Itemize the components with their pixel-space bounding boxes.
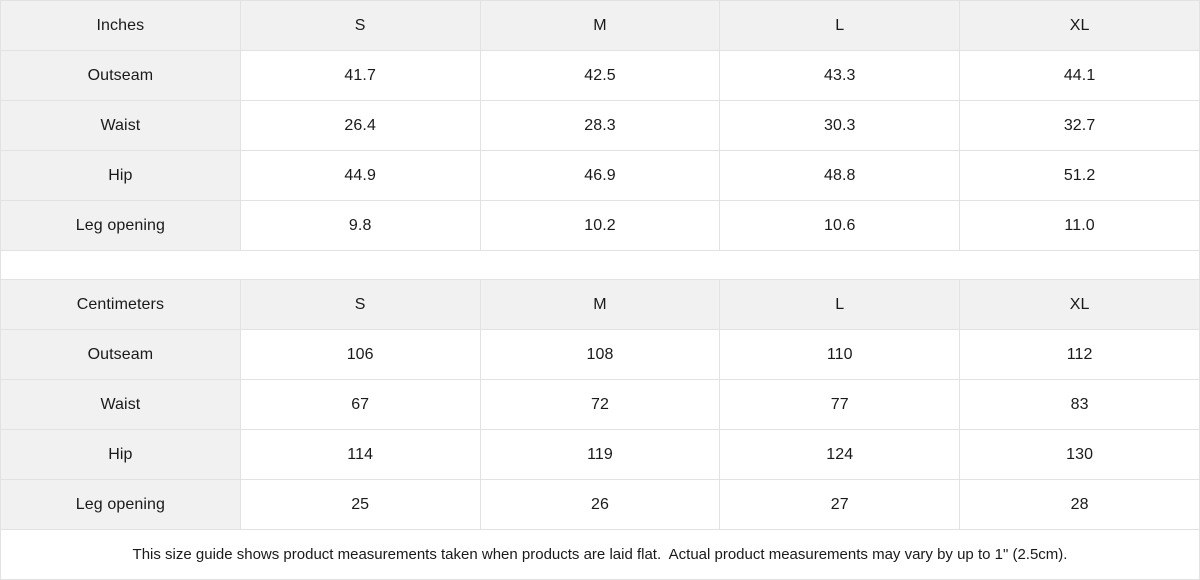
table-separator [0, 251, 1200, 279]
measurement-cell: 48.8 [719, 150, 961, 201]
measurement-cell: 11.0 [959, 200, 1200, 251]
centimeters-header-row: Centimeters S M L XL [0, 279, 1200, 330]
row-label-hip: Hip [0, 150, 241, 201]
measurement-cell: 72 [479, 379, 721, 430]
size-header-m: M [479, 0, 721, 51]
measurement-cell: 26.4 [239, 100, 481, 151]
size-guide-disclaimer: This size guide shows product measuremen… [0, 530, 1200, 580]
table-row-hip: Hip 44.9 46.9 48.8 51.2 [0, 150, 1200, 201]
unit-header-cell: Centimeters [0, 279, 241, 330]
size-header-l: L [719, 0, 961, 51]
measurement-cell: 108 [479, 329, 721, 380]
measurement-cell: 124 [719, 429, 961, 480]
unit-header-cell: Inches [0, 0, 241, 51]
measurement-cell: 26 [479, 479, 721, 530]
measurement-cell: 42.5 [479, 50, 721, 101]
measurement-cell: 130 [959, 429, 1200, 480]
table-row-waist: Waist 67 72 77 83 [0, 379, 1200, 430]
measurement-cell: 44.1 [959, 50, 1200, 101]
measurement-cell: 110 [719, 329, 961, 380]
measurement-cell: 10.6 [719, 200, 961, 251]
measurement-cell: 32.7 [959, 100, 1200, 151]
size-header-xl: XL [959, 0, 1200, 51]
measurement-cell: 30.3 [719, 100, 961, 151]
measurement-cell: 28.3 [479, 100, 721, 151]
table-row-leg-opening: Leg opening 9.8 10.2 10.6 11.0 [0, 200, 1200, 251]
measurement-cell: 83 [959, 379, 1200, 430]
measurement-cell: 119 [479, 429, 721, 480]
row-label-outseam: Outseam [0, 50, 241, 101]
measurement-cell: 46.9 [479, 150, 721, 201]
measurement-cell: 43.3 [719, 50, 961, 101]
row-label-waist: Waist [0, 100, 241, 151]
measurement-cell: 67 [239, 379, 481, 430]
table-row-outseam: Outseam 41.7 42.5 43.3 44.1 [0, 50, 1200, 101]
measurement-cell: 114 [239, 429, 481, 480]
measurement-cell: 10.2 [479, 200, 721, 251]
size-header-l: L [719, 279, 961, 330]
inches-header-row: Inches S M L XL [0, 0, 1200, 51]
size-header-m: M [479, 279, 721, 330]
measurement-cell: 41.7 [239, 50, 481, 101]
measurement-cell: 51.2 [959, 150, 1200, 201]
measurement-cell: 44.9 [239, 150, 481, 201]
row-label-leg-opening: Leg opening [0, 479, 241, 530]
measurement-cell: 9.8 [239, 200, 481, 251]
row-label-outseam: Outseam [0, 329, 241, 380]
table-row-hip: Hip 114 119 124 130 [0, 429, 1200, 480]
row-label-leg-opening: Leg opening [0, 200, 241, 251]
size-header-xl: XL [959, 279, 1200, 330]
centimeters-size-table: Centimeters S M L XL Outseam 106 108 110… [0, 279, 1200, 530]
measurement-cell: 27 [719, 479, 961, 530]
table-row-outseam: Outseam 106 108 110 112 [0, 329, 1200, 380]
inches-size-table: Inches S M L XL Outseam 41.7 42.5 43.3 4… [0, 0, 1200, 251]
measurement-cell: 28 [959, 479, 1200, 530]
size-header-s: S [239, 0, 481, 51]
table-row-leg-opening: Leg opening 25 26 27 28 [0, 479, 1200, 530]
measurement-cell: 112 [959, 329, 1200, 380]
row-label-hip: Hip [0, 429, 241, 480]
size-header-s: S [239, 279, 481, 330]
measurement-cell: 77 [719, 379, 961, 430]
measurement-cell: 25 [239, 479, 481, 530]
row-label-waist: Waist [0, 379, 241, 430]
measurement-cell: 106 [239, 329, 481, 380]
table-row-waist: Waist 26.4 28.3 30.3 32.7 [0, 100, 1200, 151]
